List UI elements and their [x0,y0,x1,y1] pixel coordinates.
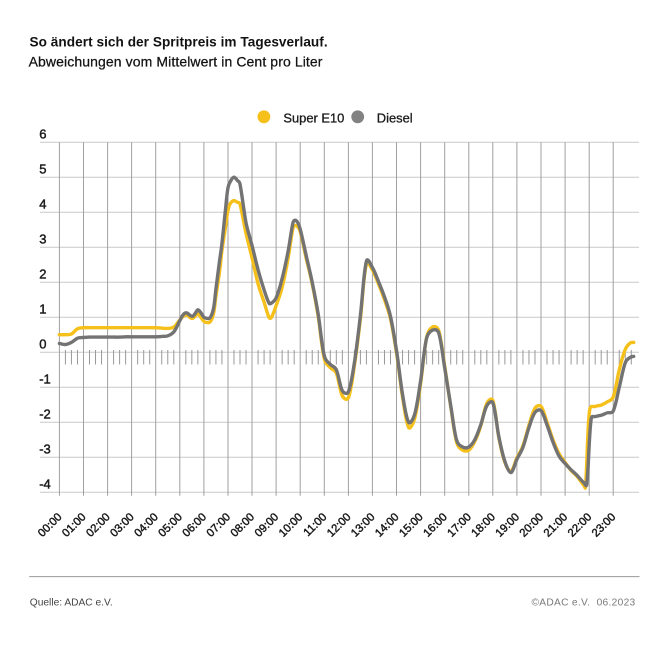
svg-text:©ADAC e.V. 06.2023: ©ADAC e.V. 06.2023 [531,597,635,608]
svg-text:6: 6 [39,127,46,142]
svg-text:5: 5 [39,162,46,177]
svg-text:1: 1 [39,302,46,317]
svg-text:Abweichungen vom Mittelwert in: Abweichungen vom Mittelwert in Cent pro … [29,53,323,69]
svg-text:Diesel: Diesel [377,110,413,125]
svg-text:3: 3 [39,232,46,247]
svg-text:0: 0 [39,337,46,352]
svg-text:Super E10: Super E10 [283,110,344,125]
svg-text:4: 4 [39,197,46,212]
svg-text:So ändert sich der Spritpreis: So ändert sich der Spritpreis im Tagesve… [30,35,328,50]
svg-text:-1: -1 [39,372,51,387]
svg-text:-2: -2 [39,407,51,422]
svg-text:2: 2 [39,267,46,282]
svg-text:-4: -4 [39,477,51,492]
svg-text:Quelle: ADAC e.V.: Quelle: ADAC e.V. [30,597,113,608]
svg-text:-3: -3 [39,442,51,457]
